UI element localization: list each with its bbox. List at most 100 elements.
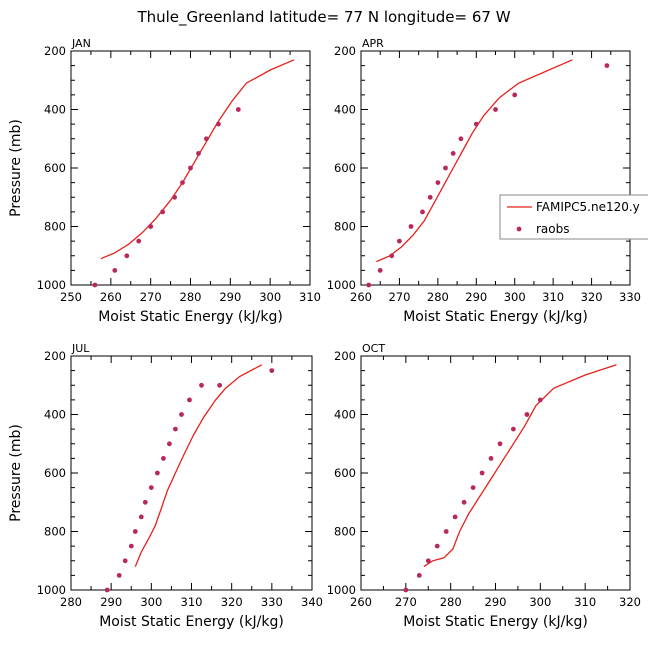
model-line-apr <box>376 59 573 263</box>
raobs-point-jul <box>167 441 172 447</box>
x-axis-title-jul: Moist Static Energy (kJ/kg) <box>99 614 284 630</box>
panel-apr: APR 260 270 280 290 300 310 320 330 200 400 600 800 1… <box>327 37 641 325</box>
panel-label-jul: JUL <box>71 342 90 355</box>
raobs-point-oct <box>443 529 449 534</box>
panel-label-apr: APR <box>362 37 384 50</box>
raobs-point-oct <box>497 441 503 447</box>
raobs-point-jan <box>235 107 241 112</box>
raobs-point-jan <box>148 224 154 229</box>
y-axis-title-jan: Pressure (mb) <box>8 119 24 217</box>
y-tick-label-oct: 800 <box>334 525 356 539</box>
x-tick-label-apr: 280 <box>427 290 449 304</box>
x-tick-label-oct: 270 <box>395 595 417 609</box>
x-tick-label-oct: 310 <box>574 595 596 609</box>
raobs-point-jul <box>199 382 204 388</box>
raobs-point-apr <box>397 238 402 244</box>
x-tick-label-jul: 290 <box>100 595 122 609</box>
model-line-oct <box>423 364 617 568</box>
x-tick-label-jul: 330 <box>261 595 283 609</box>
y-tick-label-jul: 800 <box>44 525 66 539</box>
raobs-point-apr <box>493 107 498 112</box>
x-tick-label-apr: 300 <box>504 290 526 304</box>
raobs-point-jul <box>187 397 192 403</box>
raobs-point-oct <box>537 397 543 403</box>
raobs-point-oct <box>524 412 530 417</box>
x-axis-title-oct: Moist Static Energy (kJ/kg) <box>403 614 588 630</box>
raobs-point-apr <box>512 92 518 98</box>
x-tick-label-jan: 290 <box>219 290 241 304</box>
raobs-point-jul <box>138 514 144 520</box>
raobs-point-oct <box>416 573 422 578</box>
raobs-point-jan <box>112 268 118 273</box>
legend: FAMIPC5.ne120.y raobs <box>499 194 648 240</box>
raobs-point-jul <box>148 485 154 490</box>
raobs-point-jul <box>116 573 122 578</box>
raobs-point-oct <box>425 558 431 564</box>
raobs-point-jan <box>124 253 130 259</box>
raobs-point-oct <box>488 456 494 461</box>
y-tick-label-oct: 200 <box>334 349 356 363</box>
raobs-point-jul <box>128 543 134 549</box>
raobs-point-apr <box>604 63 610 68</box>
raobs-point-apr <box>427 194 433 200</box>
raobs-point-jan <box>180 180 185 186</box>
y-tick-label-jan: 400 <box>44 103 66 117</box>
raobs-point-apr <box>443 165 448 171</box>
x-tick-label-oct: 320 <box>619 595 641 609</box>
raobs-point-jan <box>160 209 166 215</box>
raobs-point-jul <box>142 499 148 505</box>
x-tick-label-jan: 280 <box>180 290 202 304</box>
raobs-point-apr <box>435 180 441 186</box>
raobs-point-jul <box>173 426 178 432</box>
model-line-jan <box>100 59 295 260</box>
raobs-point-apr <box>473 121 479 127</box>
x-tick-label-oct: 280 <box>440 595 462 609</box>
y-tick-label-jan: 200 <box>44 44 66 58</box>
x-tick-label-jul: 280 <box>60 595 82 609</box>
raobs-point-oct <box>470 485 476 490</box>
y-tick-label-apr: 400 <box>334 103 356 117</box>
model-line-jul <box>134 364 263 567</box>
x-tick-label-jan: 300 <box>259 290 281 304</box>
x-tick-label-jan: 250 <box>60 290 82 304</box>
raobs-point-apr <box>458 136 464 142</box>
raobs-point-jul <box>155 470 160 476</box>
x-tick-label-apr: 270 <box>388 290 410 304</box>
x-tick-label-oct: 300 <box>529 595 551 609</box>
raobs-point-oct <box>403 587 409 593</box>
raobs-point-jul <box>217 382 223 388</box>
raobs-point-jan <box>136 238 142 244</box>
raobs-point-apr <box>420 209 425 215</box>
x-tick-label-jan: 310 <box>299 290 321 304</box>
legend-dot-swatch <box>516 226 522 232</box>
y-tick-label-jan: 1000 <box>37 278 66 292</box>
x-tick-label-jul: 340 <box>301 595 323 609</box>
panel-jan: JAN 250 260 270 280 290 300 310 200 400 600 800 1000… <box>8 37 321 325</box>
raobs-point-jan <box>196 151 201 156</box>
legend-obs-label: raobs <box>536 222 570 236</box>
panel-jul: JUL 280 290 300 310 320 330 340 200 400 600 800 1000… <box>8 342 323 630</box>
panel-label-oct: OCT <box>362 342 385 355</box>
y-tick-label-apr: 1000 <box>327 278 356 292</box>
raobs-point-apr <box>450 151 456 156</box>
raobs-point-jul <box>122 558 128 564</box>
y-tick-label-jul: 200 <box>44 349 66 363</box>
raobs-point-oct <box>452 514 458 520</box>
raobs-point-jul <box>104 587 110 593</box>
plot-frame-jul <box>70 355 313 591</box>
raobs-point-jul <box>269 368 275 373</box>
x-tick-label-apr: 310 <box>542 290 564 304</box>
y-tick-label-jan: 600 <box>44 161 66 175</box>
y-axis-title-jul: Pressure (mb) <box>8 424 24 522</box>
raobs-point-jan <box>188 165 193 171</box>
x-tick-label-apr: 330 <box>619 290 641 304</box>
y-tick-label-apr: 200 <box>334 44 356 58</box>
x-tick-label-jan: 260 <box>100 290 122 304</box>
raobs-point-jul <box>179 412 184 417</box>
x-tick-label-apr: 290 <box>465 290 487 304</box>
x-tick-label-oct: 260 <box>350 595 372 609</box>
raobs-point-oct <box>461 499 467 505</box>
x-axis-title-jan: Moist Static Energy (kJ/kg) <box>98 309 283 325</box>
y-tick-label-jul: 600 <box>44 466 66 480</box>
